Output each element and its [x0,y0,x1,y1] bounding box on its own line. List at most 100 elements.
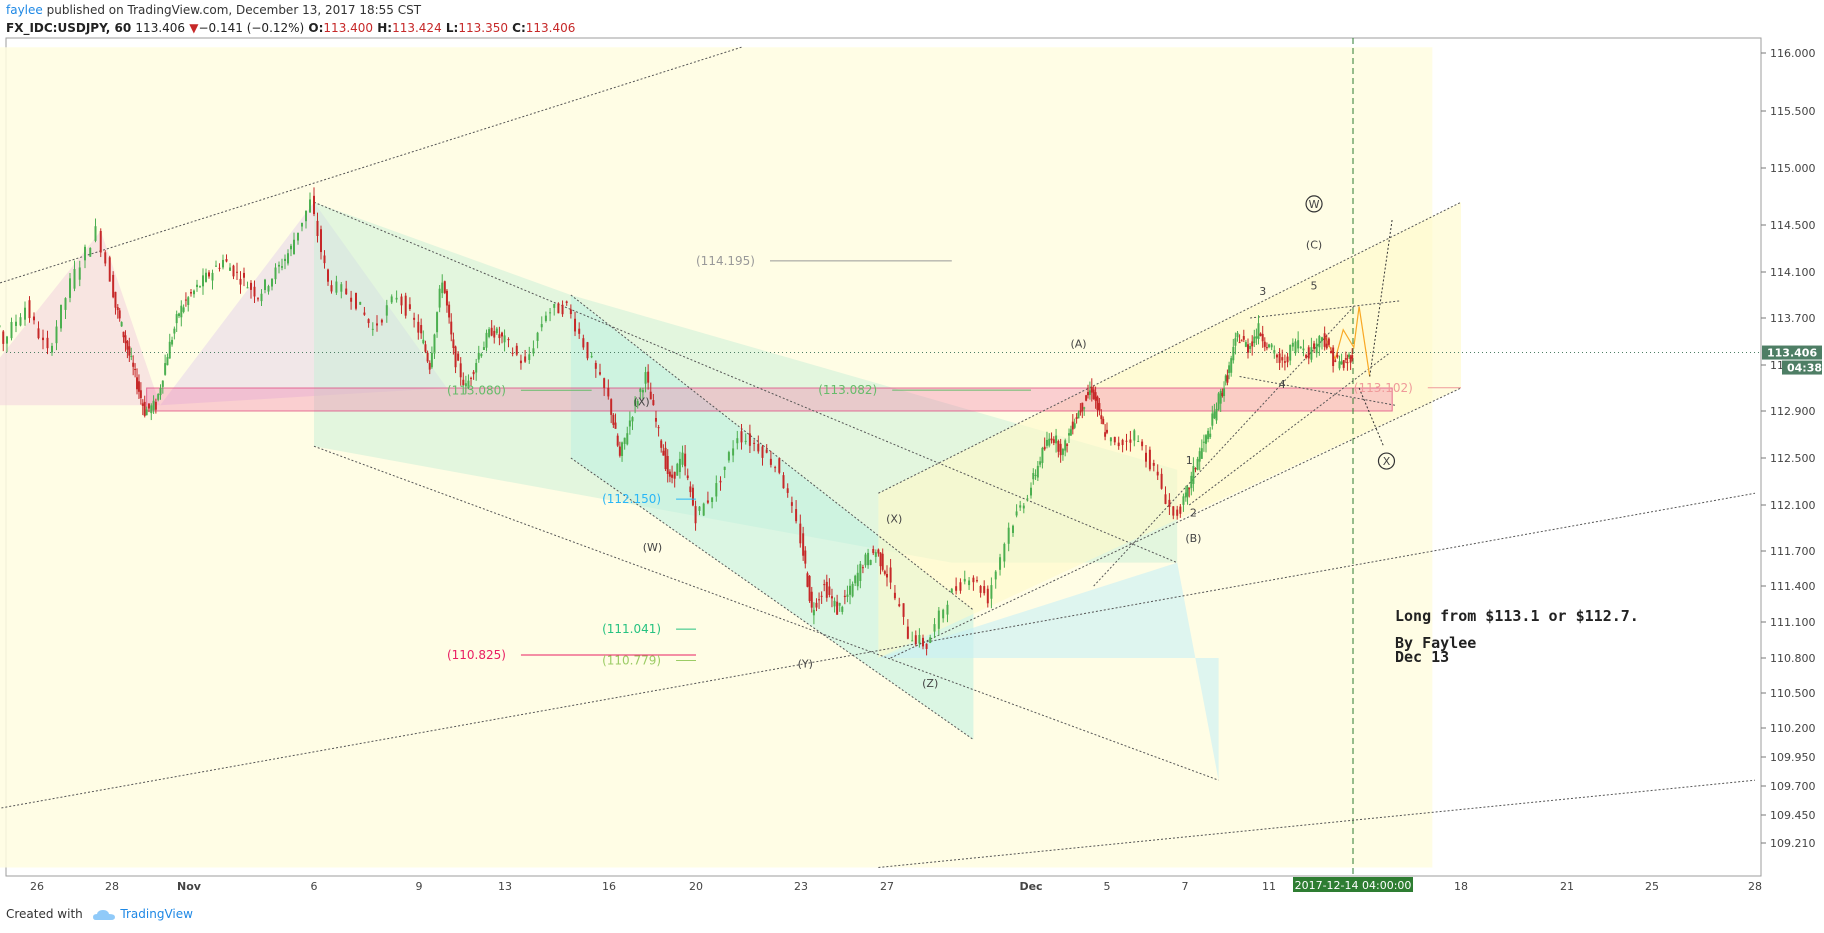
tradingview-link[interactable]: TradingView [120,907,193,921]
candle-body [1186,487,1189,497]
candle-body [715,483,718,497]
candle-body [225,259,228,262]
author-link[interactable]: faylee [6,3,43,17]
candle-body [55,326,58,344]
candle-body [1156,471,1159,476]
candle-body [1048,438,1051,446]
candle-body [990,585,993,599]
price-tick-label: 111.700 [1770,545,1816,558]
candle-body [1217,393,1220,410]
high-label: H: [377,21,393,35]
candle-body [420,325,423,334]
candle-body [120,322,123,327]
candle-body [202,275,204,287]
zone-uptrend [878,202,1461,658]
candle-body [1081,402,1084,412]
countdown-label: 04:38 [1787,362,1822,375]
candle-body [367,319,370,324]
candle-body [778,458,781,473]
candle-body [1234,338,1237,346]
candle-body [861,567,864,569]
zone-support-band [146,387,1393,412]
candle-body [820,595,823,597]
candle-body [1332,347,1335,367]
candle-body [137,381,140,392]
candle-body [769,458,772,465]
candle-body [1148,449,1151,470]
candle-body [1087,392,1089,396]
candle-body [139,390,142,398]
candle-body [833,600,836,607]
symbol-name[interactable]: FX_IDC:USDJPY, 60 [6,21,132,35]
candle-body [438,288,441,308]
candle-body [578,328,581,334]
candle-body [64,298,67,310]
candle-body [1152,462,1155,466]
candle-body [1190,475,1193,489]
wave-label: (X) [886,512,902,525]
candle-body [450,321,453,335]
candle-body [1059,443,1062,456]
low-value: 113.350 [458,21,508,35]
candle-body [428,362,431,370]
time-tick-label: 21 [1560,880,1574,893]
candle-body [1179,506,1182,514]
candle-body [305,210,307,222]
candle-body [433,334,436,354]
last-price-badge [1762,345,1822,360]
candle-body [1052,439,1055,443]
price-axis[interactable]: 116.000 115.500 115.000 114.500 114.100 113.7… [1760,38,1822,876]
candle-body [168,341,171,359]
candle-body [607,387,610,397]
candle-body [1321,337,1323,342]
candle-body [1012,525,1014,533]
candle-body [1102,418,1105,425]
candle-body [968,580,971,586]
candle-body [24,307,26,320]
countdown-badge [1782,360,1822,375]
candle-body [390,296,393,303]
candle-body [222,259,224,268]
candle-body [782,475,785,489]
time-tick-label: 11 [1262,880,1276,893]
candle-body [623,437,626,444]
candle-body [1090,386,1093,393]
candle-body [881,553,884,570]
candle-body [452,339,455,348]
candle-body [711,497,714,503]
candle-body [929,637,932,643]
wave-label: (Y) [798,657,813,670]
candle-body [1088,390,1091,395]
level-label: (113.080) [447,383,506,397]
candle-body [815,602,818,608]
candle-body [553,303,556,308]
candle-body [359,301,362,305]
wave-circle [1377,452,1396,470]
candle-body [1346,362,1349,364]
candle-body [385,305,388,316]
wave-label: (C) [1306,239,1322,252]
candle-body [33,316,35,321]
candle-body [134,368,137,370]
candle-body [691,487,694,506]
candle-body [1045,439,1048,446]
candle-body [639,388,642,392]
wave-base-2 [1188,352,1390,506]
candle-body [999,557,1002,570]
candle-body [598,372,601,375]
time-tick-label: 9 [416,880,423,893]
candle-body [823,584,826,586]
candle-body [1141,441,1144,447]
candle-body [561,304,564,315]
candle-body [1344,358,1347,360]
candle-body [802,533,805,556]
high-value: 113.424 [392,21,442,35]
candle-body [937,610,940,629]
time-axis[interactable]: 2628Nov691316202327Dec571115182125282017… [6,875,1762,893]
candle-body [1226,375,1229,383]
candle-body [828,586,831,595]
candle-body [470,377,473,379]
candle-body [1182,496,1185,505]
candle-body [698,506,701,511]
